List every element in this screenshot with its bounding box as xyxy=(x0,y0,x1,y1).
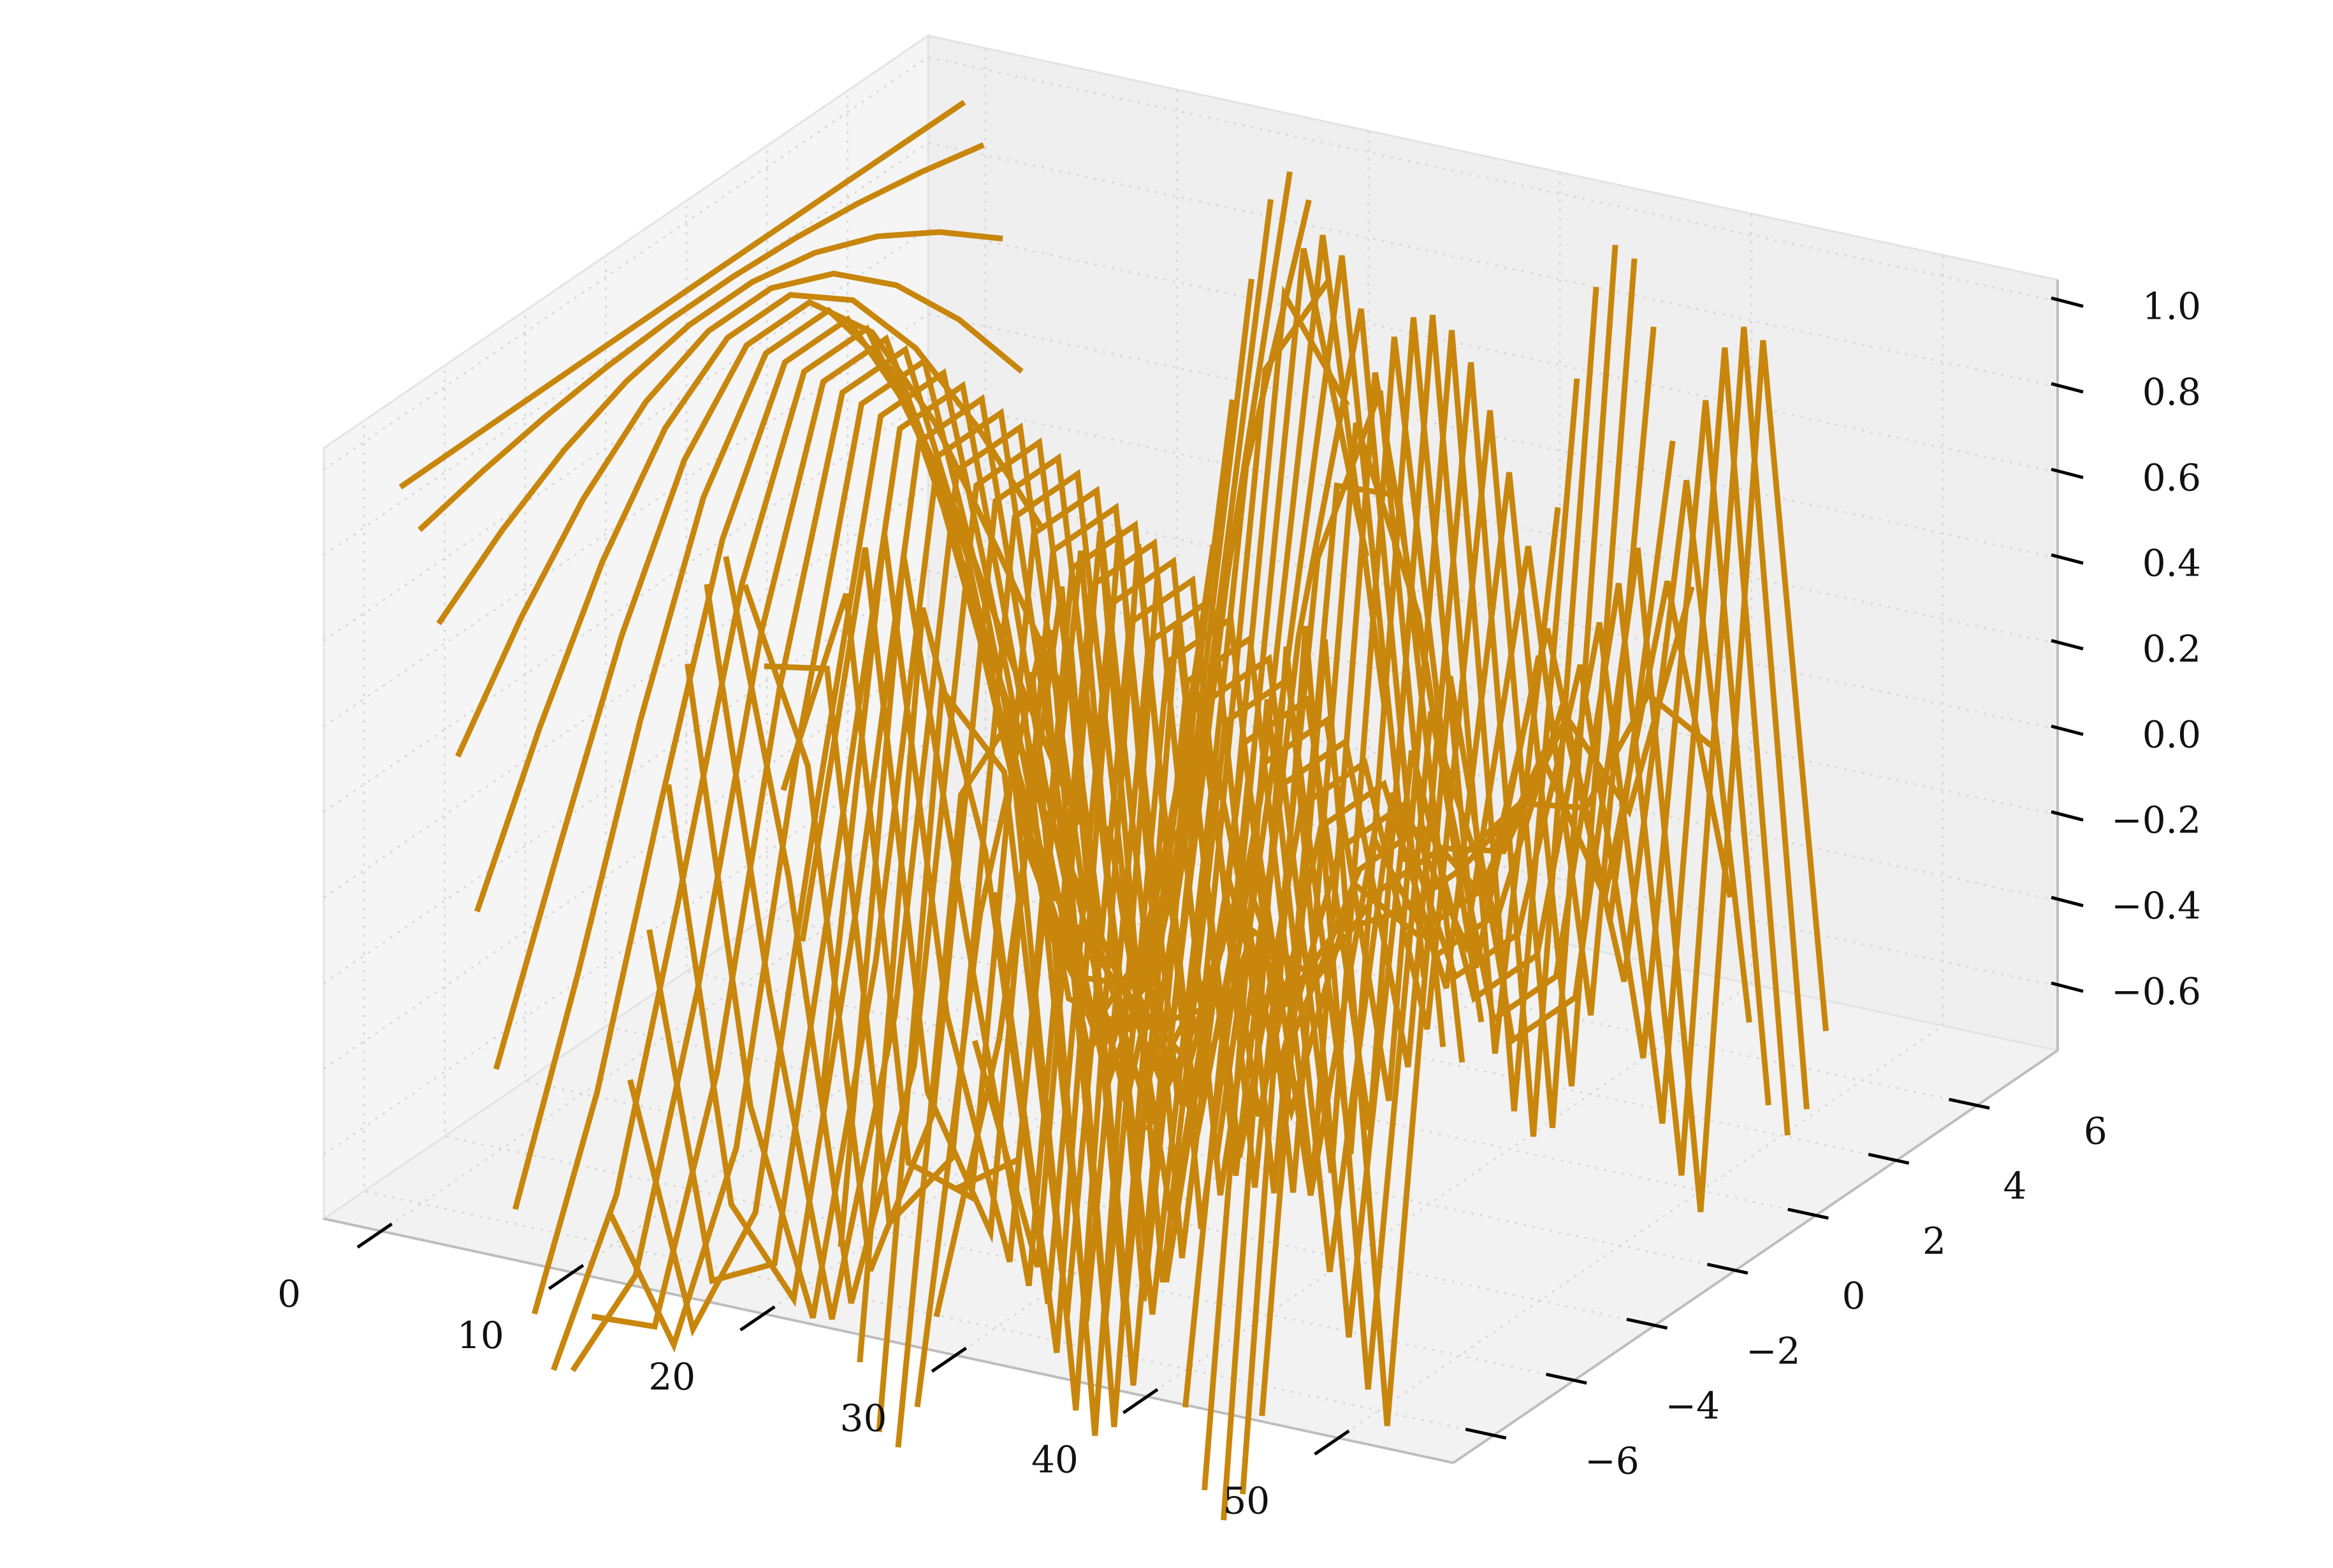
z-tick-label: −0.4 xyxy=(2111,884,2201,927)
x-tick-label: 40 xyxy=(1031,1438,1079,1481)
y-axis-line xyxy=(1452,1049,2059,1464)
grid-line-y xyxy=(847,91,1977,1107)
x-tick-mark xyxy=(548,1264,585,1290)
x-tick-mark xyxy=(739,1305,776,1332)
series-line xyxy=(933,372,1504,1318)
y-tick-mark xyxy=(1787,1207,1829,1220)
series-line xyxy=(1240,326,1810,1495)
series-line xyxy=(436,229,1003,625)
y-tick-label: −6 xyxy=(1585,1439,1639,1483)
z-tick-mark xyxy=(2051,810,2084,822)
z-tick-mark xyxy=(2051,382,2084,394)
z-tick-mark xyxy=(2051,553,2084,565)
y-tick-mark xyxy=(1546,1372,1587,1385)
series-line xyxy=(1259,340,1829,1426)
z-tick-label: 1.0 xyxy=(2142,285,2201,328)
y-tick-label: 0 xyxy=(1842,1274,1866,1318)
x-tick-mark xyxy=(1314,1429,1350,1456)
series-line xyxy=(398,99,966,490)
y-tick-label: 4 xyxy=(2003,1165,2026,1208)
series-line xyxy=(764,279,1331,1230)
y-tick-label: 2 xyxy=(1922,1219,1946,1263)
z-tick-label: 0.4 xyxy=(2142,542,2201,585)
x-tick-label: 30 xyxy=(840,1397,887,1440)
z-tick-label: −0.2 xyxy=(2111,799,2201,842)
grid-line-y xyxy=(766,145,1897,1161)
z-tick-label: 0.8 xyxy=(2142,370,2201,414)
z-tick-mark xyxy=(2051,981,2084,993)
series-line xyxy=(799,248,1370,1244)
y-tick-mark xyxy=(1868,1152,1910,1165)
x-tick-mark xyxy=(356,1223,393,1249)
y-tick-mark xyxy=(1949,1098,1990,1110)
tick-marks xyxy=(356,296,2084,1456)
series-lines xyxy=(398,99,1829,1521)
x-tick-label: 50 xyxy=(1223,1479,1270,1523)
z-tick-mark xyxy=(2051,296,2084,309)
y-tick-label: −4 xyxy=(1666,1384,1720,1428)
tick-labels: 0 10 20 30 40 50 −6 −4 −2 0 2 4 6 −0.6 −0.4 −0.2 0.0 0.2 0… xyxy=(277,285,2201,1523)
z-tick-mark xyxy=(2051,639,2084,651)
x-tick-mark xyxy=(1122,1388,1159,1414)
series-line xyxy=(1221,347,1791,1521)
x-tick-label: 10 xyxy=(457,1314,504,1357)
y-tick-label: −2 xyxy=(1746,1329,1801,1372)
z-tick-mark xyxy=(2051,724,2084,736)
grid-line-y xyxy=(604,256,1736,1272)
series-line xyxy=(1086,326,1657,1315)
y-tick-mark xyxy=(1465,1427,1507,1440)
series-line xyxy=(418,142,985,532)
z-tick-label: 0.2 xyxy=(2142,627,2201,671)
z-tick-label: −0.6 xyxy=(2111,969,2201,1013)
series-line xyxy=(780,285,1350,1202)
z-tick-label: 0.6 xyxy=(2142,456,2201,499)
y-tick-label: 6 xyxy=(2084,1109,2107,1152)
z-tick-mark xyxy=(2051,467,2084,479)
y-tick-mark xyxy=(1626,1318,1668,1330)
x-tick-label: 20 xyxy=(648,1355,695,1398)
series-line xyxy=(455,270,1024,758)
x-tick-label: 0 xyxy=(277,1272,301,1316)
y-tick-mark xyxy=(1706,1263,1748,1275)
x-tick-mark xyxy=(931,1346,968,1373)
z-tick-label: 0.0 xyxy=(2142,713,2201,756)
series-line xyxy=(1048,244,1618,1428)
z-tick-mark xyxy=(2051,896,2084,908)
